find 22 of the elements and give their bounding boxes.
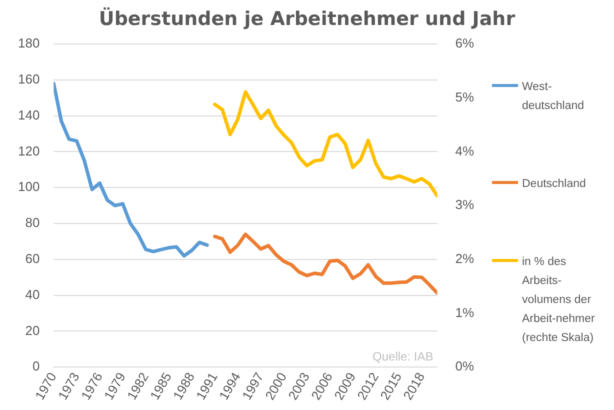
y-tick-label: 160 <box>18 71 40 86</box>
annotation: Quelle: IAB <box>372 349 434 364</box>
y-tick-label: 120 <box>18 143 40 158</box>
legend-label: Deutschland <box>522 177 587 192</box>
y-tick-label: 140 <box>18 107 40 122</box>
y-tick-label: 80 <box>25 215 40 230</box>
y2-tick-label: 6% <box>455 36 474 51</box>
y-tick-label: 60 <box>25 251 40 266</box>
legend-label: West-deutschland <box>522 80 586 114</box>
y-tick-label: 20 <box>25 322 40 338</box>
y2-tick-label: 5% <box>455 89 474 104</box>
y2-tick-label: 1% <box>455 304 474 320</box>
chart-title: Überstunden je Arbeitnehmer und Jahr <box>98 8 516 30</box>
y-tick-label: 180 <box>18 36 40 51</box>
y2-tick-label: 2% <box>455 251 474 266</box>
legend-label: in % des Arbeits-volumens der Arbeit-nehmer (rechte Skala) <box>522 255 596 346</box>
y-tick-label: 40 <box>25 286 40 302</box>
y-tick-label: 0 <box>32 358 40 374</box>
y2-tick-label: 0% <box>455 358 474 374</box>
y2-tick-label: 3% <box>455 197 474 212</box>
y2-tick-label: 4% <box>455 143 474 158</box>
y-tick-label: 100 <box>18 179 40 194</box>
